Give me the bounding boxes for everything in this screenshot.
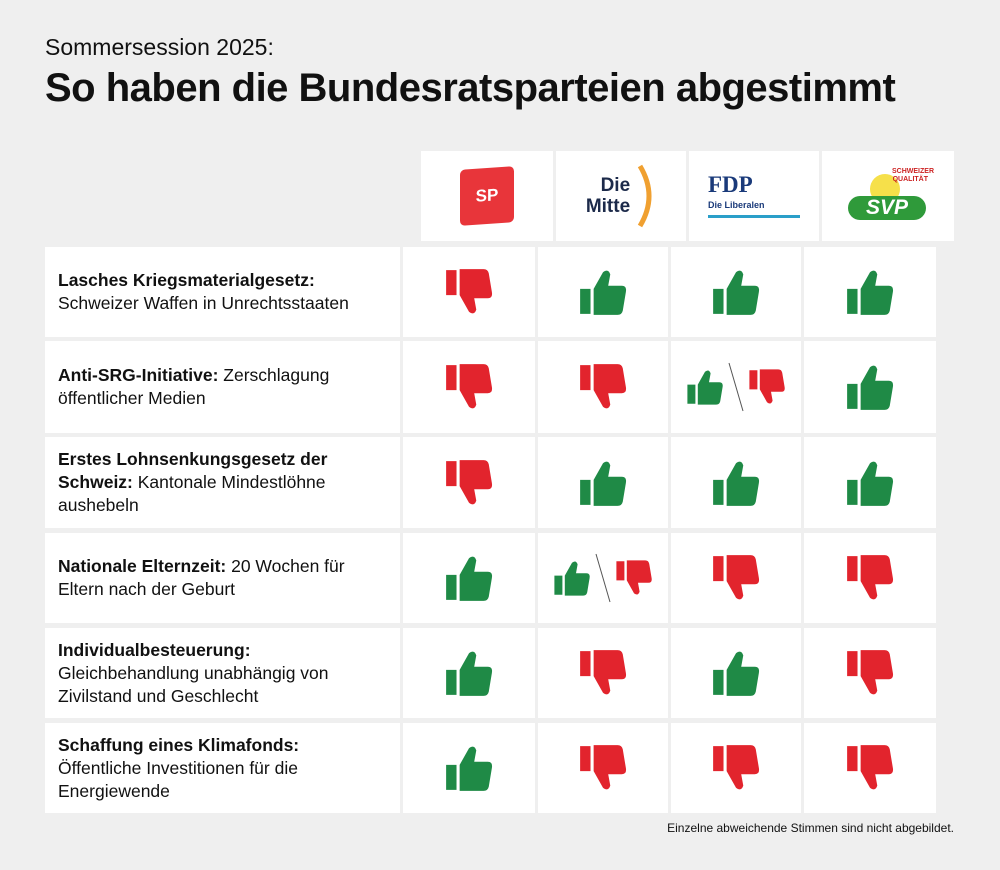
- page-title: So haben die Bundesratsparteien abgestim…: [45, 66, 896, 110]
- topic-description: Schweizer Waffen in Unrechtsstaaten: [58, 293, 349, 313]
- thumb-up-icon: [687, 370, 723, 405]
- thumb-down-icon: [616, 560, 652, 595]
- thumb-down-icon: [749, 369, 785, 404]
- vote-cell-no: [804, 533, 936, 623]
- fdp-logo: FDP Die Liberalen: [708, 172, 800, 218]
- topic-label: Individualbesteuerung: Gleichbehandlung …: [45, 628, 400, 718]
- thumb-down-icon: [580, 745, 627, 790]
- thumb-up-icon: [713, 651, 760, 696]
- subtitle: Sommersession 2025:: [45, 34, 274, 60]
- topic-description: Kantonale Mindestlöhne aushebeln: [58, 472, 326, 515]
- vote-cell-no: [671, 723, 801, 813]
- vote-cell-no: [538, 628, 668, 718]
- vote-cell-yes: [804, 341, 936, 433]
- topic-label: Lasches Kriegsmaterialgesetz: Schweizer …: [45, 247, 400, 337]
- vote-cell-yes: [538, 437, 668, 528]
- vote-cell-yes: [671, 628, 801, 718]
- topic-description: Öffentliche Investitionen für die Energi…: [58, 757, 298, 801]
- vote-cell-yes: [538, 247, 668, 337]
- vote-cell-yes: [403, 723, 535, 813]
- vote-cell-yes: [403, 533, 535, 623]
- topic-label: Schaffung eines Klimafonds: Öffentliche …: [45, 723, 400, 813]
- topic-title: Nationale Elternzeit:: [58, 556, 227, 576]
- topic-title: Anti-SRG-Initiative:: [58, 365, 219, 385]
- thumb-up-icon: [446, 651, 493, 696]
- party-header-mitte: Die Mitte: [556, 151, 686, 241]
- thumb-down-icon: [847, 650, 894, 695]
- svp-logo-text: SVP: [848, 196, 926, 220]
- vote-cell-no: [403, 437, 535, 528]
- topic-label: Nationale Elternzeit: 20 Wochen für Elte…: [45, 533, 400, 623]
- vote-cell-no: [671, 533, 801, 623]
- topic-label: Erstes Lohnsenkungsgesetz der Schweiz: K…: [45, 437, 400, 528]
- topic-description: Zerschlagung öffentlicher Medien: [58, 365, 330, 408]
- topic-title: Lasches Kriegsmaterialgesetz:: [58, 270, 315, 290]
- divider-slash-icon: [595, 553, 611, 603]
- vote-cell-no: [538, 723, 668, 813]
- topic-description: Gleichbehandlung unabhängig von Zivilsta…: [58, 662, 329, 706]
- divider-slash-icon: [728, 362, 744, 412]
- vote-cell-no: [403, 247, 535, 337]
- svp-logo: SCHWEIZER QUALITÄT SVP: [848, 166, 934, 226]
- thumb-down-icon: [847, 745, 894, 790]
- vote-cell-split: [671, 341, 801, 433]
- thumb-down-icon: [847, 555, 894, 600]
- vote-cell-no: [804, 723, 936, 813]
- thumb-down-icon: [713, 745, 760, 790]
- table-row: Schaffung eines Klimafonds: Öffentliche …: [45, 723, 954, 813]
- thumb-up-icon: [847, 270, 894, 315]
- thumb-up-icon: [446, 746, 493, 791]
- table-row: Lasches Kriegsmaterialgesetz: Schweizer …: [45, 247, 954, 337]
- table-row: Individualbesteuerung: Gleichbehandlung …: [45, 628, 954, 718]
- thumb-down-icon: [580, 364, 627, 409]
- thumb-down-icon: [446, 364, 493, 409]
- topic-description: 20 Wochen für Eltern nach der Geburt: [58, 556, 345, 599]
- vote-cell-yes: [403, 628, 535, 718]
- vote-cell-yes: [671, 247, 801, 337]
- topic-label: Anti-SRG-Initiative: Zerschlagung öffent…: [45, 341, 400, 433]
- table-row: Anti-SRG-Initiative: Zerschlagung öffent…: [45, 341, 954, 433]
- sp-logo: SP: [460, 166, 514, 226]
- thumb-down-icon: [446, 269, 493, 314]
- party-header-fdp: FDP Die Liberalen: [689, 151, 819, 241]
- party-header-svp: SCHWEIZER QUALITÄT SVP: [822, 151, 954, 241]
- footnote: Einzelne abweichende Stimmen sind nicht …: [667, 821, 954, 835]
- thumb-down-icon: [446, 459, 493, 504]
- topic-title: Schaffung eines Klimafonds:: [58, 734, 300, 755]
- table-row: Nationale Elternzeit: 20 Wochen für Elte…: [45, 533, 954, 623]
- vote-cell-yes: [671, 437, 801, 528]
- vote-cell-yes: [804, 437, 936, 528]
- thumb-up-icon: [580, 461, 627, 506]
- fdp-line: [708, 215, 800, 218]
- mitte-logo-line1: Die: [600, 175, 631, 196]
- topic-title: Individualbesteuerung:: [58, 639, 251, 660]
- thumb-up-icon: [580, 270, 627, 315]
- thumb-up-icon: [713, 461, 760, 506]
- thumb-up-icon: [847, 461, 894, 506]
- thumb-up-icon: [554, 561, 590, 596]
- vote-cell-no: [804, 628, 936, 718]
- topic-title: Erstes Lohnsenkungsgesetz der Schweiz:: [58, 449, 328, 492]
- vote-cell-no: [538, 341, 668, 433]
- vote-cell-yes: [804, 247, 936, 337]
- mitte-logo-line2: Mitte: [585, 196, 631, 217]
- party-header-sp: SP: [421, 151, 553, 241]
- vote-cell-no: [403, 341, 535, 433]
- thumb-down-icon: [713, 555, 760, 600]
- thumb-up-icon: [713, 270, 760, 315]
- mitte-arc-icon: [637, 164, 652, 228]
- fdp-tagline: Die Liberalen: [708, 200, 765, 210]
- thumb-up-icon: [446, 556, 493, 601]
- fdp-logo-text: FDP: [708, 172, 753, 197]
- svp-tagline: SCHWEIZER QUALITÄT: [892, 168, 934, 183]
- vote-cell-split: [538, 533, 668, 623]
- mitte-logo: Die Mitte: [586, 163, 656, 229]
- thumb-up-icon: [847, 365, 894, 410]
- thumb-down-icon: [580, 650, 627, 695]
- table-row: Erstes Lohnsenkungsgesetz der Schweiz: K…: [45, 437, 954, 528]
